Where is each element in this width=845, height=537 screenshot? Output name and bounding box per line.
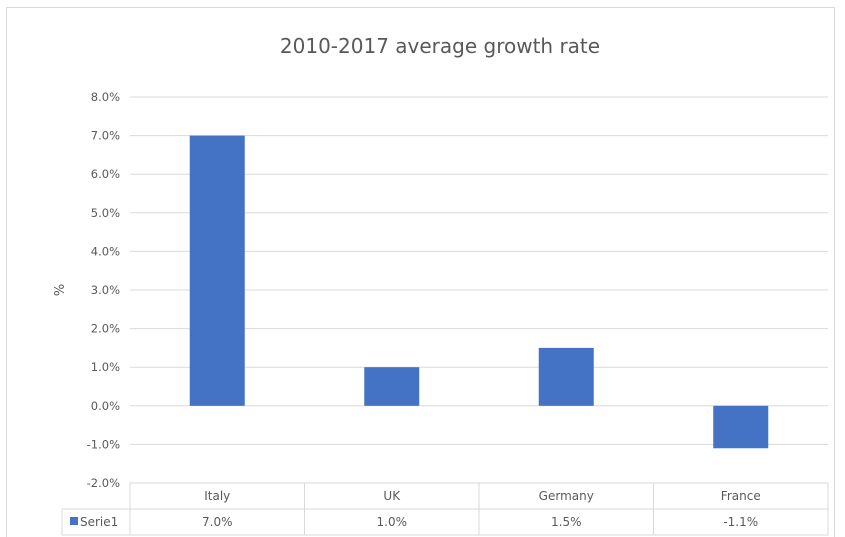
y-tick-label: 2.0%: [91, 322, 120, 336]
y-tick-label: 1.0%: [91, 360, 120, 374]
y-tick-label: 5.0%: [91, 206, 120, 220]
x-tick-label: France: [721, 489, 761, 503]
bar-germany: [538, 347, 594, 406]
y-tick-label: -2.0%: [87, 476, 120, 490]
x-tick-label: Italy: [204, 489, 230, 503]
legend-swatch: [70, 517, 78, 525]
data-label: -1.1%: [723, 515, 758, 529]
legend-label: Serie1: [80, 515, 118, 529]
y-tick-label: 0.0%: [91, 399, 120, 413]
chart-frame: [6, 7, 835, 537]
y-tick-label: 7.0%: [91, 129, 120, 143]
x-tick-label: UK: [383, 489, 401, 503]
bars: [189, 135, 769, 449]
y-tick-label: 8.0%: [91, 90, 120, 104]
y-tick-labels: 8.0% 7.0% 6.0% 5.0% 4.0% 3.0% 2.0% 1.0% 0.0% -1.0…: [87, 90, 120, 490]
y-tick-label: 3.0%: [91, 283, 120, 297]
data-table: Italy 7.0% UK 1.0% Germany 1.5% France -1.1% Ser…: [61, 482, 829, 536]
data-label: 1.0%: [377, 515, 408, 529]
y-axis-title: %: [53, 284, 68, 296]
bar-italy: [189, 135, 245, 406]
data-label: 1.5%: [551, 515, 582, 529]
x-tick-label: Germany: [539, 489, 594, 503]
y-tick-label: -1.0%: [87, 437, 120, 451]
y-tick-label: 6.0%: [91, 167, 120, 181]
bar-france: [713, 405, 769, 449]
chart-title: 2010-2017 average growth rate: [280, 34, 600, 58]
data-label: 7.0%: [202, 515, 233, 529]
y-tick-label: 4.0%: [91, 244, 120, 258]
bar-uk: [364, 367, 420, 406]
